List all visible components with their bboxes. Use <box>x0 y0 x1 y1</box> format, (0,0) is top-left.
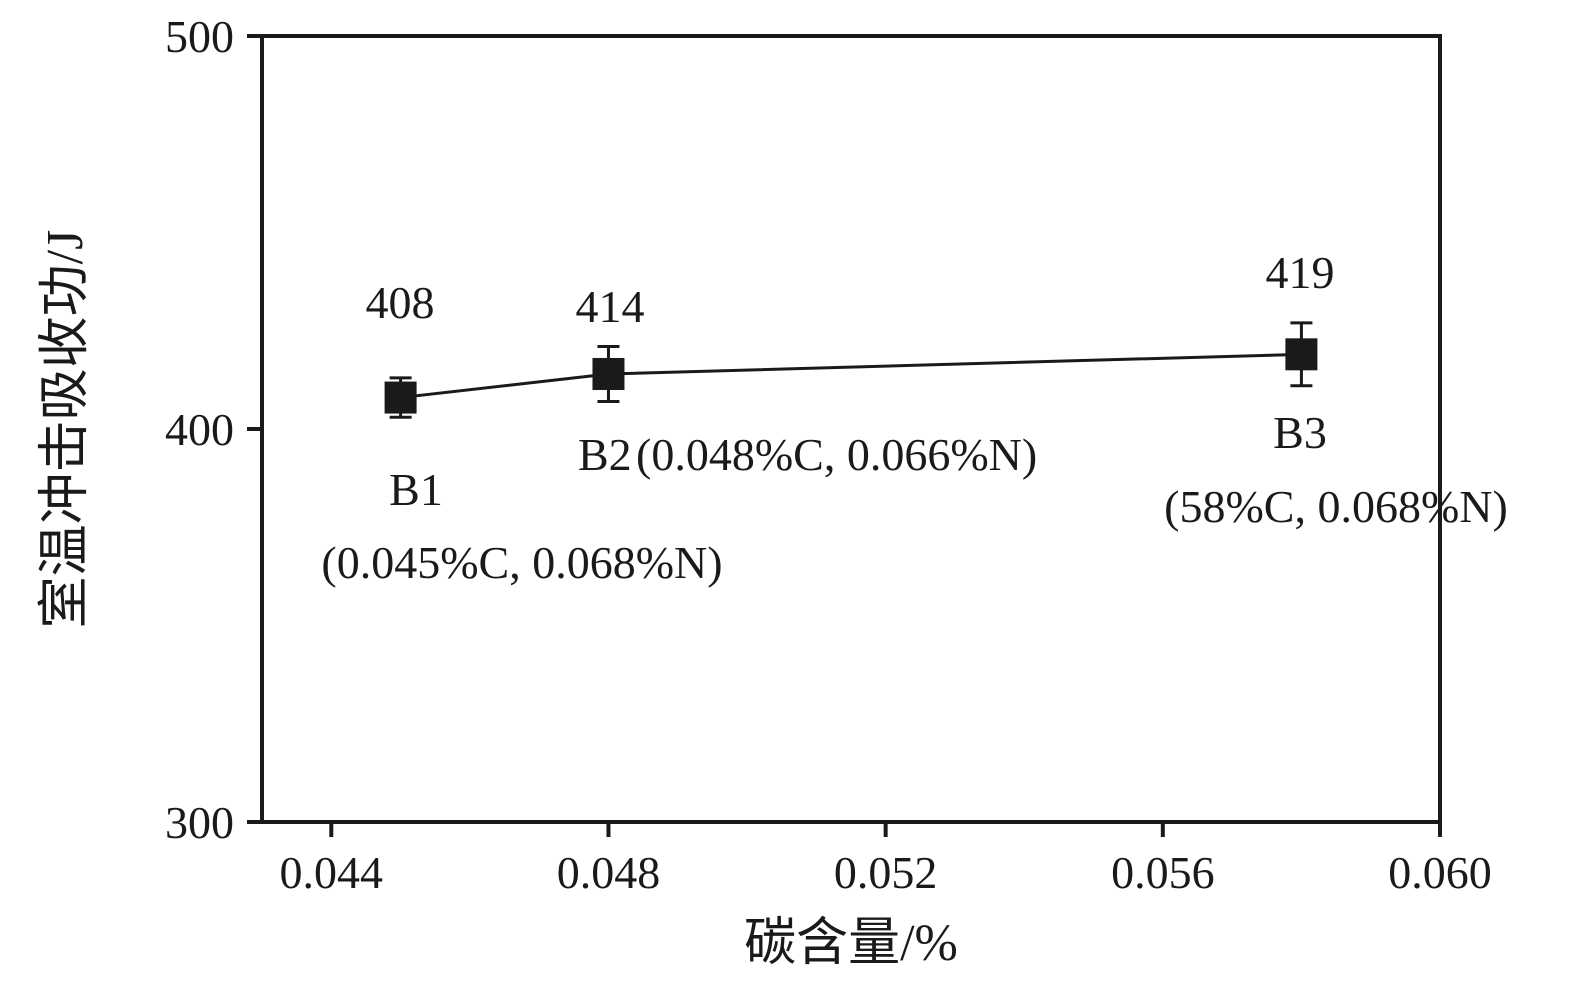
y-axis-tick-label: 300 <box>165 797 234 848</box>
x-axis-tick-label: 0.044 <box>280 847 384 898</box>
value-label-B2: 414 <box>576 281 645 332</box>
data-point-marker-B2 <box>592 357 625 390</box>
name-label-B2: B2 <box>578 429 632 480</box>
composition-label-B1: (0.045%C, 0.068%N) <box>321 537 722 588</box>
data-point-marker-B1 <box>384 381 417 414</box>
x-axis-tick-label: 0.060 <box>1388 847 1492 898</box>
x-axis-tick-label: 0.056 <box>1111 847 1215 898</box>
x-axis-tick-label: 0.052 <box>834 847 938 898</box>
value-label-B3: 419 <box>1266 247 1335 298</box>
y-axis-title: 室温冲击吸收功/J <box>37 230 94 629</box>
name-label-B3: B3 <box>1273 407 1327 458</box>
series-line <box>400 352 1302 400</box>
name-label-B1: B1 <box>389 464 443 515</box>
y-axis-tick-label: 400 <box>165 404 234 455</box>
data-point-marker-B3 <box>1285 338 1318 371</box>
composition-label-B2: (0.048%C, 0.066%N) <box>636 429 1037 480</box>
value-label-B1: 408 <box>366 277 435 328</box>
x-axis-tick-label: 0.048 <box>557 847 661 898</box>
x-axis-title: 碳含量/% <box>744 915 958 972</box>
y-axis-tick-label: 500 <box>165 11 234 62</box>
composition-label-B3: (58%C, 0.068%N) <box>1164 481 1508 532</box>
